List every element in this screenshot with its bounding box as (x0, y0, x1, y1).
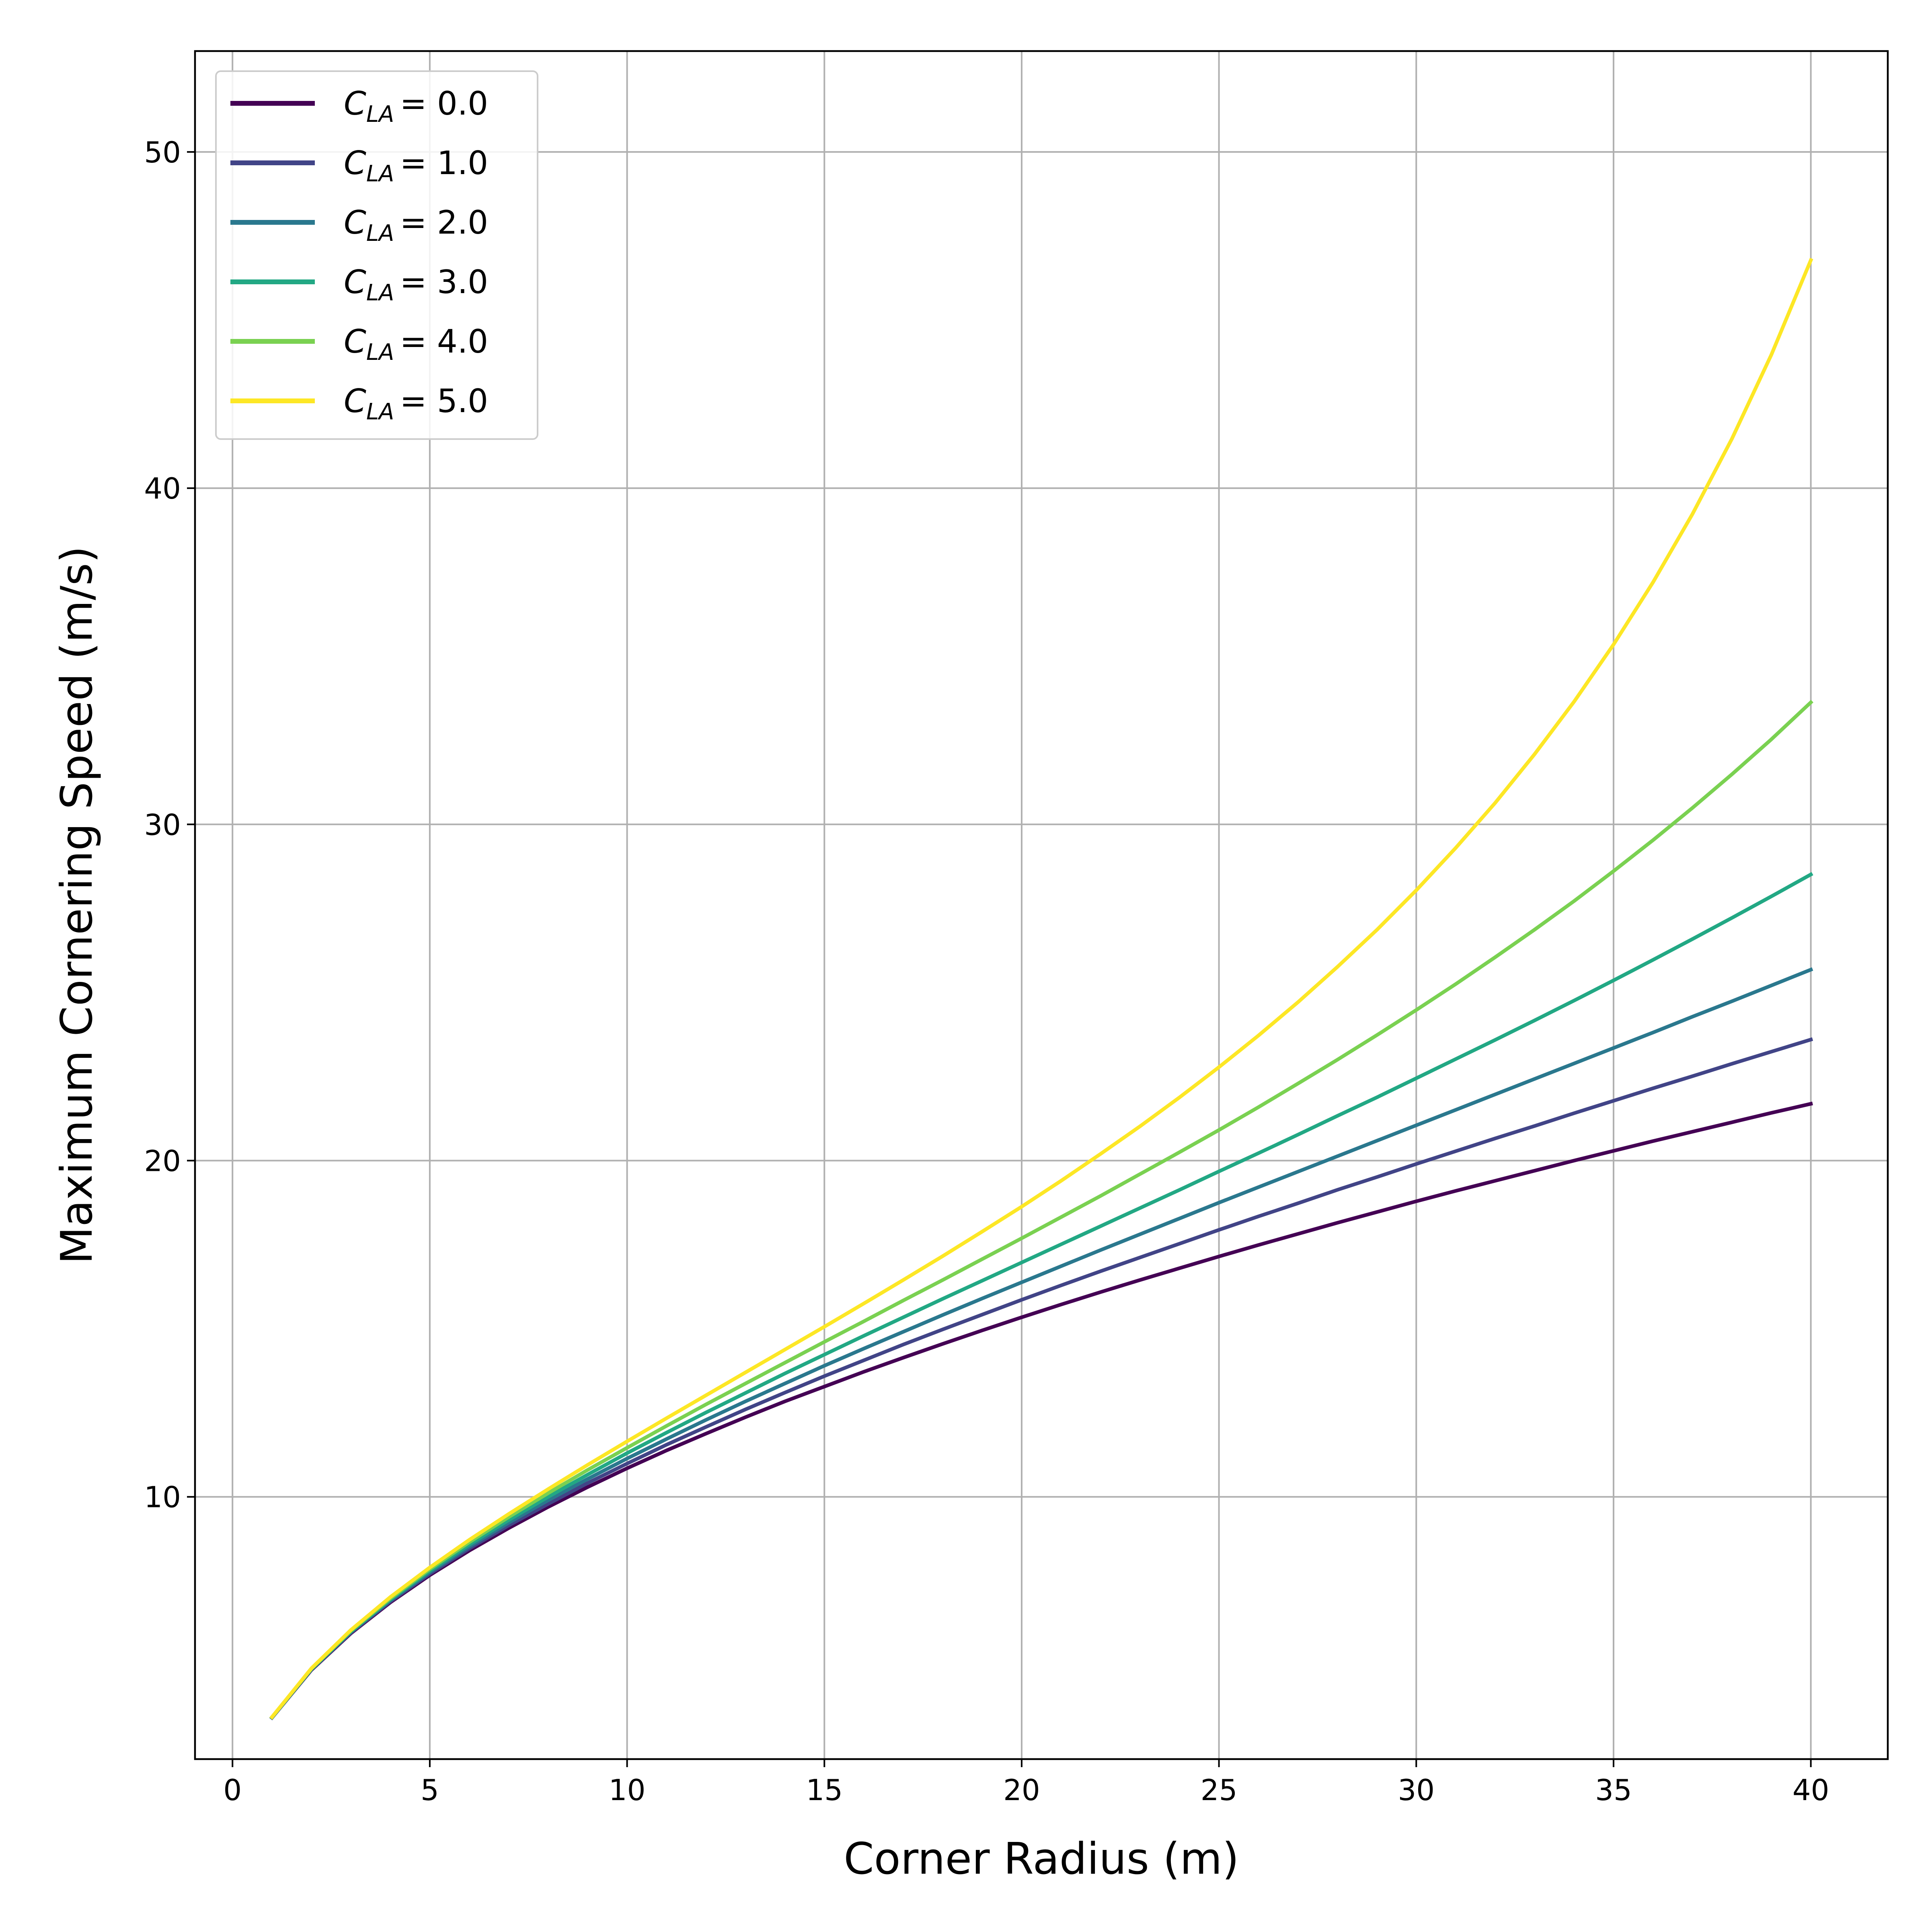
x-tick-label: 15 (806, 1773, 843, 1807)
legend-label-var: C (344, 382, 366, 420)
x-axis-label: Corner Radius (m) (844, 1834, 1239, 1884)
x-tick-label: 35 (1595, 1773, 1632, 1807)
legend-label-3: CLA = 3.0 (344, 263, 488, 306)
legend-label-value: = 5.0 (400, 382, 488, 420)
series-line-1 (269, 1037, 1813, 1721)
legend-label-sub: LA (366, 101, 394, 127)
y-tick-label: 30 (144, 808, 181, 842)
y-tick-label: 20 (144, 1144, 181, 1178)
legend-label-value: = 4.0 (400, 323, 488, 360)
y-tick-label: 50 (144, 136, 181, 169)
legend-label-value: = 0.0 (400, 85, 488, 122)
series-lines (269, 258, 1813, 1721)
series-line-0 (269, 1101, 1813, 1721)
legend-label-4: CLA = 4.0 (344, 323, 488, 365)
plot-frame (194, 50, 1889, 1760)
x-tick-label: 0 (223, 1773, 242, 1807)
x-tick-label: 10 (609, 1773, 646, 1807)
legend-label-value: = 1.0 (400, 144, 488, 182)
legend-label-sub: LA (366, 161, 394, 187)
legend-label-value: = 3.0 (400, 263, 488, 301)
x-tick-label: 20 (1003, 1773, 1040, 1807)
legend-label-sub: LA (366, 220, 394, 246)
axis-ticks: 0 5 10 15 20 25 30 35 40 10 20 30 40 50 (144, 136, 1829, 1807)
legend-label-var: C (344, 85, 366, 122)
legend-label-1: CLA = 1.0 (344, 144, 488, 187)
legend-label-var: C (344, 323, 366, 360)
y-axis-label: Maximum Cornering Speed (m/s) (52, 546, 102, 1264)
legend-label-var: C (344, 204, 366, 241)
legend-label-var: C (344, 144, 366, 182)
legend-label-sub: LA (366, 280, 394, 306)
legend-label-5: CLA = 5.0 (344, 382, 488, 425)
legend-label-2: CLA = 2.0 (344, 204, 488, 246)
series-line-4 (269, 700, 1813, 1720)
legend-label-sub: LA (366, 399, 394, 425)
x-tick-label: 30 (1398, 1773, 1435, 1807)
x-tick-label: 5 (421, 1773, 439, 1807)
y-tick-label: 10 (144, 1480, 181, 1514)
grid (195, 51, 1888, 1759)
x-tick-label: 25 (1201, 1773, 1238, 1807)
y-tick-label: 40 (144, 472, 181, 505)
series-line-5 (269, 258, 1813, 1720)
legend-label-var: C (344, 263, 366, 301)
series-line-3 (269, 872, 1813, 1720)
legend-label-value: = 2.0 (400, 204, 488, 241)
legend-label-0: CLA = 0.0 (344, 85, 488, 127)
series-line-2 (269, 967, 1813, 1720)
legend-label-sub: LA (366, 339, 394, 365)
x-tick-label: 40 (1792, 1773, 1829, 1807)
